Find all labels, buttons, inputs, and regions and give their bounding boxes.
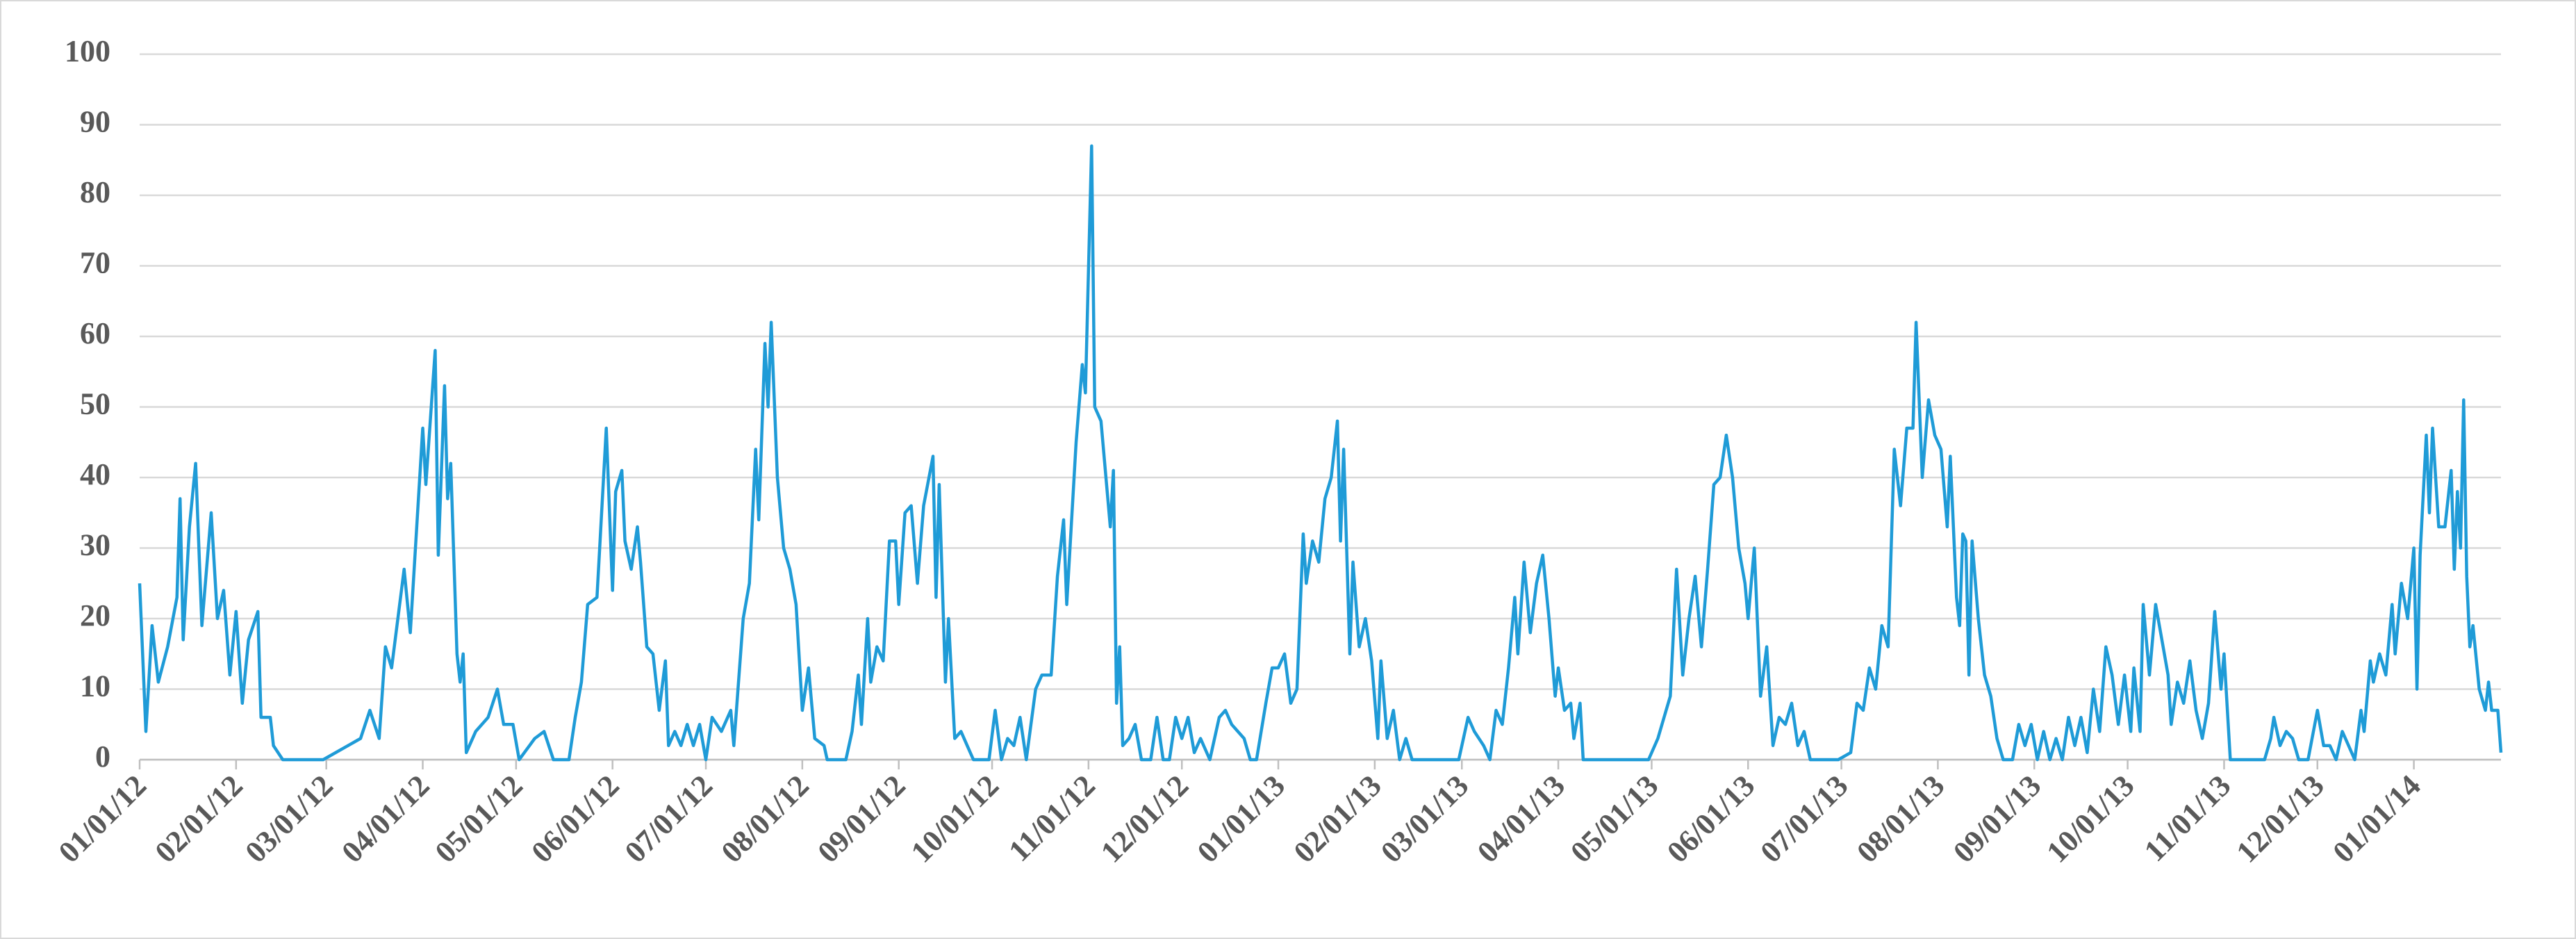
y-tick-label: 20 [80, 598, 110, 632]
y-tick-label: 80 [80, 175, 110, 209]
y-tick-label: 60 [80, 316, 110, 350]
y-tick-label: 50 [80, 387, 110, 421]
y-tick-label: 0 [95, 740, 110, 774]
plot [138, 144, 2503, 762]
data-line [138, 144, 2503, 762]
y-tick-label: 40 [80, 457, 110, 491]
y-tick-label: 70 [80, 246, 110, 280]
y-tick-label: 10 [80, 669, 110, 703]
y-tick-label: 100 [65, 34, 110, 68]
y-tick-label: 90 [80, 105, 110, 139]
y-tick-label: 30 [80, 528, 110, 562]
